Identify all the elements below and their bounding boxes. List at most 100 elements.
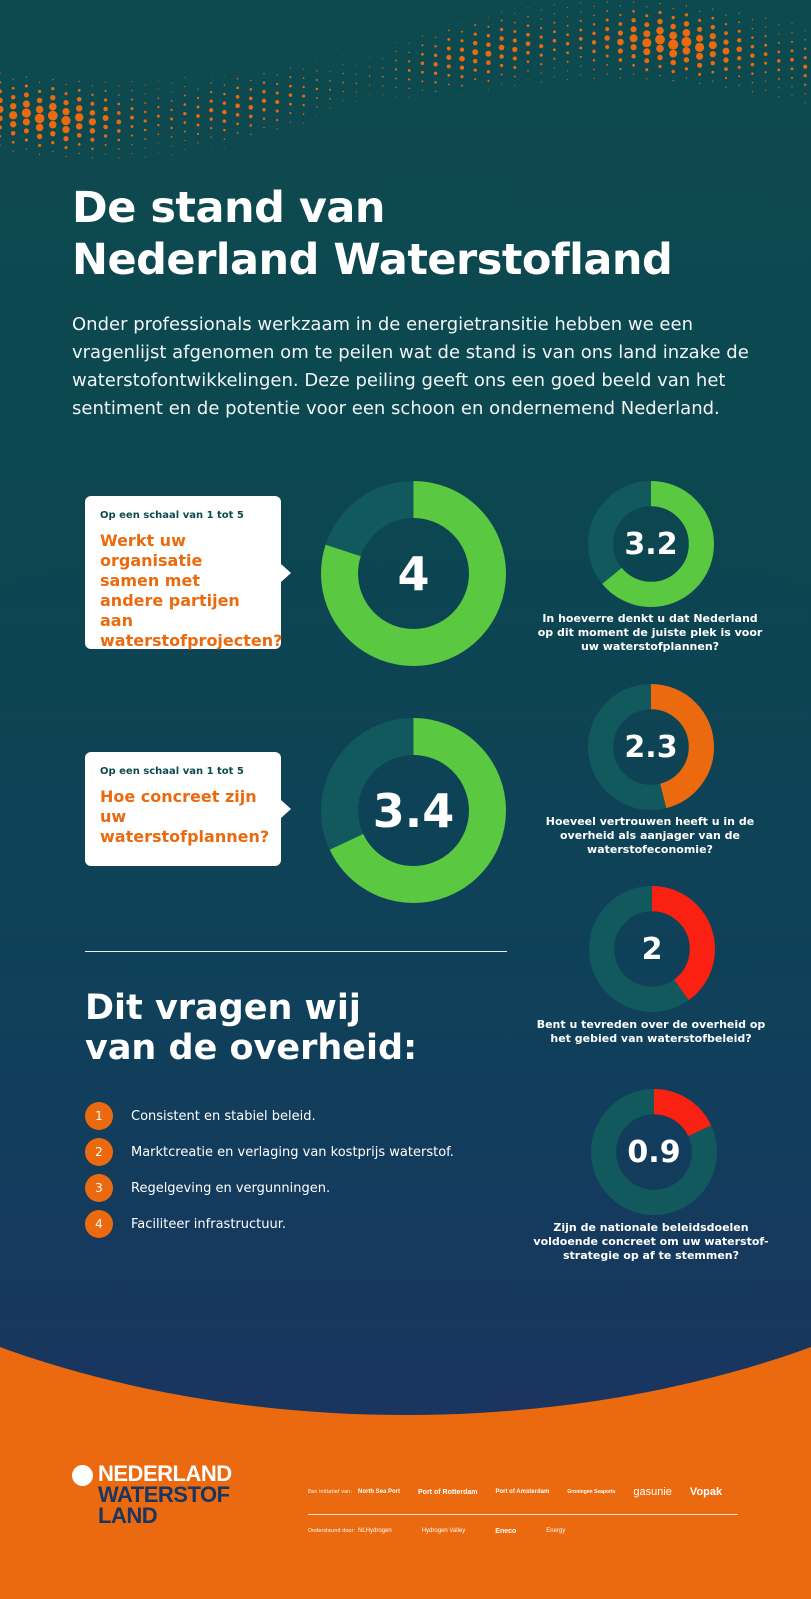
wave-dot <box>540 81 542 83</box>
small-donut-3-ring <box>589 886 715 1012</box>
list-item-text: Consistent en stabiel beleid. <box>131 1108 316 1124</box>
wave-dot <box>0 97 3 104</box>
small-donut-1-caption: In hoeverre denkt u dat Nederland op dit… <box>537 612 763 653</box>
wave-dot <box>197 88 199 90</box>
wave-dot <box>196 123 200 127</box>
wave-dot <box>237 141 238 143</box>
wave-dot <box>38 153 41 156</box>
wave-dot <box>512 46 518 53</box>
logo-dot-icon <box>72 1465 93 1486</box>
wave-dot <box>433 71 438 75</box>
wave-dot <box>222 101 227 105</box>
wave-dot <box>36 97 43 104</box>
wave-dot <box>737 38 742 43</box>
wave-dot <box>329 98 331 100</box>
wave-dot <box>606 1 608 3</box>
wave-dot <box>22 118 30 126</box>
wave-dot <box>75 105 83 112</box>
wave-dot <box>329 88 331 91</box>
wave-dot <box>725 86 727 88</box>
wave-dot <box>381 75 384 78</box>
supporter-energy: Energy <box>546 1528 566 1534</box>
wave-dot <box>36 133 43 140</box>
wave-dot <box>22 100 30 108</box>
wave-dot <box>474 15 476 17</box>
wave-dot <box>646 78 648 80</box>
wave-dot <box>382 67 384 69</box>
wave-dot <box>143 110 147 114</box>
wave-dot <box>38 81 41 84</box>
wave-dot <box>605 26 610 32</box>
wave-dot <box>619 13 622 17</box>
list-item: 1 Consistent en stabiel beleid. <box>85 1102 525 1130</box>
wave-dot <box>35 123 44 132</box>
wave-dot <box>210 73 212 75</box>
wave-dot <box>131 89 133 92</box>
wave-dot <box>395 59 397 62</box>
wave-dot <box>236 78 239 80</box>
wave-dot <box>276 128 278 130</box>
wave-dot <box>302 94 306 98</box>
wave-dot <box>750 62 755 67</box>
wave-dot <box>342 64 344 66</box>
wave-dot <box>698 72 702 76</box>
wave-dot <box>778 33 780 35</box>
wave-dot <box>368 84 371 86</box>
wave-dot <box>632 1 635 3</box>
wave-dot <box>235 103 240 109</box>
wave-dot <box>170 100 173 102</box>
wave-dot <box>474 78 477 81</box>
wave-dot <box>421 70 424 74</box>
wave-dot <box>131 81 133 83</box>
wave-dot <box>250 71 252 72</box>
wave-dot <box>395 86 397 89</box>
wave-dot <box>21 108 31 118</box>
wave-dot <box>738 12 740 14</box>
question-text: Werkt uw organisatie samen met andere pa… <box>100 531 283 650</box>
wave-dot <box>263 73 265 75</box>
wave-dot <box>791 32 793 34</box>
wave-dot <box>499 54 504 59</box>
wave-dot <box>591 40 597 45</box>
list-item: 2 Marktcreatie en verlaging van kostprij… <box>85 1138 525 1166</box>
wave-dot <box>474 24 477 27</box>
wave-dot <box>422 26 423 28</box>
wave-dot <box>144 156 146 158</box>
wave-dot <box>263 64 265 66</box>
wave-dot <box>197 151 199 153</box>
wave-dot <box>512 38 517 43</box>
wave-dot <box>302 113 305 115</box>
wave-dot <box>668 39 679 50</box>
wave-dot <box>658 64 662 69</box>
wave-dot <box>645 68 649 72</box>
large-donut-2-value-arc <box>321 718 506 903</box>
small-donut-4-value-arc <box>591 1089 717 1215</box>
wave-dot <box>34 113 45 124</box>
wave-dot <box>593 5 595 7</box>
wave-dot <box>593 68 595 71</box>
wave-dot <box>446 46 451 51</box>
wave-dot <box>131 143 133 146</box>
wave-dot <box>262 90 266 94</box>
intro-paragraph: Onder professionals werkzaam in de energ… <box>72 314 749 419</box>
list-item: 4 Faciliteer infrastructuur. <box>85 1210 525 1238</box>
wave-dot <box>698 10 701 13</box>
wave-dot <box>382 40 384 42</box>
wave-dot <box>764 26 767 28</box>
wave-dot <box>143 119 147 123</box>
wave-dot <box>655 34 665 45</box>
wave-dot <box>580 74 582 76</box>
wave-dot <box>196 105 200 109</box>
wave-dot <box>131 153 133 155</box>
wave-dot <box>91 85 93 87</box>
wave-dot <box>656 44 664 53</box>
wave-dot <box>210 136 212 138</box>
wave-dot <box>487 89 489 91</box>
wave-dot <box>289 102 292 106</box>
wave-dot <box>75 113 84 122</box>
wave-dot <box>355 91 357 93</box>
wave-dot <box>738 21 741 24</box>
wave-dot <box>565 41 570 46</box>
wave-dot <box>592 23 596 26</box>
wave-dot <box>171 82 173 84</box>
